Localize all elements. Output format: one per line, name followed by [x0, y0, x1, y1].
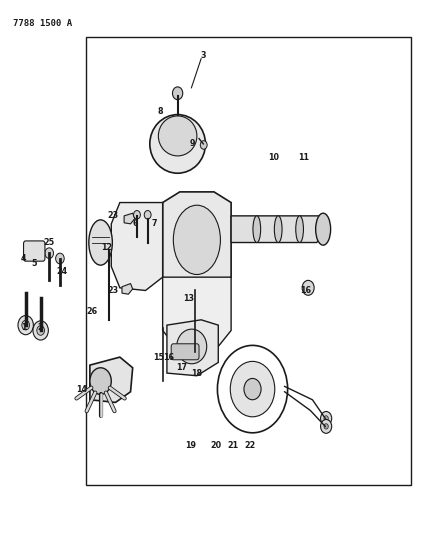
- Ellipse shape: [274, 216, 282, 243]
- Polygon shape: [163, 277, 231, 352]
- Ellipse shape: [150, 115, 205, 173]
- Text: 8: 8: [158, 108, 163, 116]
- FancyBboxPatch shape: [171, 344, 199, 360]
- Ellipse shape: [253, 216, 261, 243]
- Polygon shape: [167, 320, 218, 376]
- Polygon shape: [111, 203, 163, 290]
- Text: 3: 3: [201, 52, 206, 60]
- Circle shape: [172, 87, 183, 100]
- Ellipse shape: [315, 213, 330, 245]
- Text: 1: 1: [21, 324, 26, 332]
- Ellipse shape: [296, 216, 303, 243]
- Circle shape: [324, 424, 328, 429]
- Text: 7: 7: [152, 220, 157, 228]
- Polygon shape: [122, 284, 133, 294]
- Bar: [86, 37, 411, 485]
- Circle shape: [18, 316, 33, 335]
- Text: 5: 5: [32, 260, 37, 268]
- Circle shape: [302, 280, 314, 295]
- Ellipse shape: [89, 220, 112, 265]
- Circle shape: [33, 321, 48, 340]
- Circle shape: [144, 211, 151, 219]
- Circle shape: [321, 411, 332, 425]
- Polygon shape: [90, 357, 133, 402]
- Circle shape: [324, 416, 328, 421]
- Text: 26: 26: [86, 308, 98, 316]
- Text: 18: 18: [191, 369, 202, 377]
- Ellipse shape: [158, 116, 197, 156]
- Text: 21: 21: [228, 441, 239, 449]
- Circle shape: [22, 320, 30, 330]
- Text: 19: 19: [185, 441, 196, 449]
- Text: 10: 10: [268, 153, 279, 161]
- FancyBboxPatch shape: [24, 241, 45, 261]
- Text: 7788 1500 A: 7788 1500 A: [13, 19, 72, 28]
- Text: 16: 16: [300, 286, 312, 295]
- Text: 12: 12: [101, 244, 113, 252]
- Text: 6: 6: [132, 220, 137, 228]
- Text: 4: 4: [21, 254, 26, 263]
- Circle shape: [244, 378, 261, 400]
- Circle shape: [37, 326, 45, 335]
- Text: 25: 25: [44, 238, 55, 247]
- Ellipse shape: [177, 329, 207, 364]
- Circle shape: [230, 361, 275, 417]
- Circle shape: [45, 248, 54, 259]
- Text: 23: 23: [108, 286, 119, 295]
- Text: 16: 16: [163, 353, 175, 361]
- Text: 13: 13: [183, 294, 194, 303]
- Text: 15: 15: [153, 353, 164, 361]
- Polygon shape: [231, 216, 325, 243]
- Text: 14: 14: [76, 385, 87, 393]
- Circle shape: [90, 368, 111, 394]
- Circle shape: [56, 253, 64, 264]
- Text: 17: 17: [176, 364, 187, 372]
- Circle shape: [134, 211, 140, 219]
- Circle shape: [321, 419, 332, 433]
- Polygon shape: [163, 192, 231, 288]
- Circle shape: [200, 141, 207, 149]
- Polygon shape: [124, 213, 135, 224]
- Text: 9: 9: [190, 140, 195, 148]
- Text: 11: 11: [298, 153, 309, 161]
- Text: 24: 24: [56, 268, 68, 276]
- Text: 20: 20: [211, 441, 222, 449]
- Ellipse shape: [173, 205, 220, 274]
- Text: 22: 22: [245, 441, 256, 449]
- Text: 23: 23: [108, 212, 119, 220]
- Text: 2: 2: [38, 324, 44, 332]
